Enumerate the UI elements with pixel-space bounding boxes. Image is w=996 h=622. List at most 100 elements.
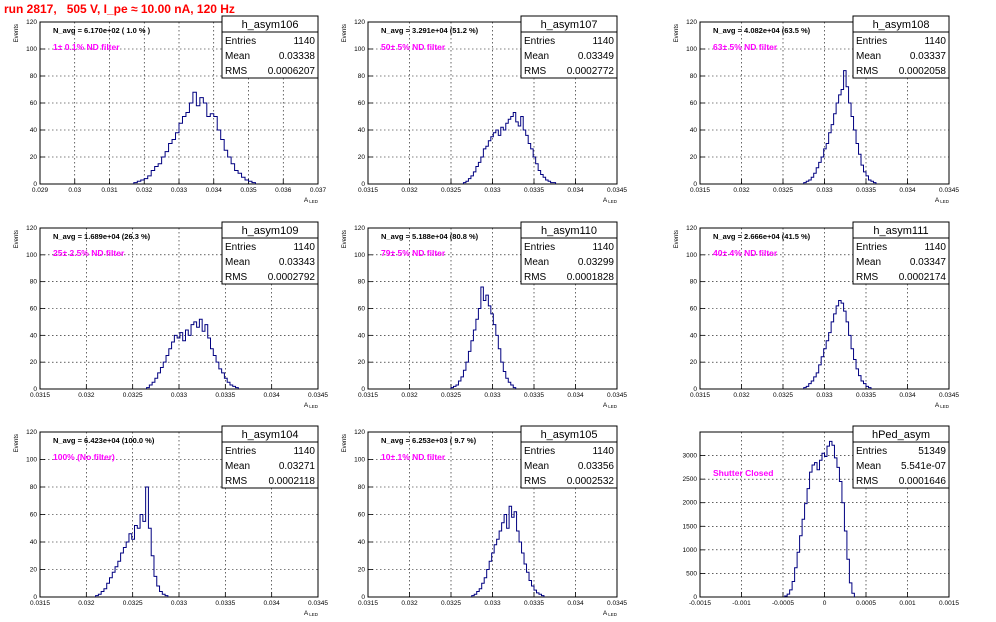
y-axis-title: Events — [342, 230, 348, 248]
stats-label: Mean — [856, 257, 881, 268]
x-tick-label: 0.0335 — [524, 187, 544, 194]
x-tick-label: 0.0015 — [939, 600, 959, 607]
y-tick-label: 500 — [686, 570, 697, 577]
histogram-line — [471, 505, 545, 597]
y-tick-label: 3000 — [683, 453, 698, 460]
stats-box — [852, 237, 950, 285]
stats-label: Mean — [524, 461, 549, 472]
y-tick-label: 100 — [354, 457, 365, 464]
y-tick-label: 0 — [693, 386, 697, 393]
stats-label: Entries — [524, 446, 555, 457]
histogram-panel-hPed_asym: -0.0015 -0.001 -0.0005 0 0.0005 0.001 0.0015 0 5… — [683, 425, 959, 607]
stats-value: 0.0001646 — [899, 476, 947, 487]
y-axis-title: Events — [674, 230, 680, 248]
stats-title: h_asym105 — [541, 429, 598, 441]
stats-value: 0.03271 — [279, 461, 316, 472]
histogram-panel-h_asym106: 0.029 0.03 0.031 0.032 0.033 0.034 0.035 0.036 0… — [14, 15, 327, 204]
navg-label: N_avg = 6.423e+04 (100.0 %) — [53, 436, 155, 445]
y-tick-label: 0 — [361, 386, 365, 393]
x-tick-label: 0.0325 — [441, 600, 461, 607]
x-tick-label: 0.029 — [32, 187, 49, 194]
y-tick-label: 60 — [358, 100, 366, 107]
x-tick-label: 0.033 — [816, 392, 833, 399]
x-axis-title-subscript: LED — [940, 199, 950, 204]
y-tick-label: 100 — [354, 252, 365, 259]
histogram-line — [146, 318, 239, 389]
x-tick-label: 0.0345 — [607, 187, 627, 194]
stats-value: 1140 — [293, 242, 315, 253]
stats-value: 1140 — [592, 242, 614, 253]
y-tick-label: 60 — [358, 512, 366, 519]
stats-label: RMS — [225, 66, 248, 77]
x-tick-label: 0.0315 — [358, 600, 378, 607]
stats-label: RMS — [225, 272, 248, 283]
x-tick-label: 0.032 — [733, 187, 750, 194]
stats-value: 0.0002174 — [899, 272, 947, 283]
stats-box — [520, 31, 618, 79]
y-tick-label: 1000 — [683, 547, 698, 554]
x-tick-label: 0.0315 — [358, 392, 378, 399]
y-tick-label: 0 — [361, 594, 365, 601]
x-axis-title: ALED — [603, 402, 618, 409]
y-tick-label: 120 — [354, 429, 365, 436]
x-tick-label: 0.0005 — [856, 600, 876, 607]
x-tick-label: 0.032 — [401, 187, 418, 194]
x-tick-label: 0.034 — [899, 392, 916, 399]
histogram-panel-h_asym108: 0.0315 0.032 0.0325 0.033 0.0335 0.034 0.0345 0… — [674, 15, 959, 204]
x-tick-label: 0.033 — [484, 392, 501, 399]
stats-label: RMS — [856, 66, 879, 77]
x-tick-label: 0.0335 — [215, 392, 235, 399]
stats-value: 0.0002532 — [567, 476, 615, 487]
stats-label: Entries — [225, 242, 256, 253]
stats-value: 0.0002772 — [567, 66, 615, 77]
filter-annotation: 50± 5% ND filter — [381, 42, 446, 52]
y-tick-label: 80 — [30, 73, 38, 80]
stats-box — [520, 237, 618, 285]
stats-title: h_asym104 — [242, 429, 299, 441]
x-tick-label: 0.034 — [567, 392, 584, 399]
stats-value: 1140 — [592, 446, 614, 457]
x-tick-label: 0.033 — [171, 187, 188, 194]
y-tick-label: 60 — [30, 100, 38, 107]
stats-value: 0.03338 — [279, 51, 316, 62]
y-tick-label: 60 — [30, 512, 38, 519]
x-tick-label: 0.0325 — [441, 187, 461, 194]
filter-annotation: 100% (No filter) — [53, 452, 115, 462]
y-tick-label: 40 — [358, 332, 366, 339]
stats-label: Entries — [856, 36, 887, 47]
navg-label: N_avg = 3.291e+04 (51.2 %) — [381, 26, 479, 35]
x-tick-label: 0.0325 — [773, 392, 793, 399]
stats-label: RMS — [524, 66, 547, 77]
x-tick-label: 0.036 — [275, 187, 292, 194]
x-tick-label: 0.033 — [816, 187, 833, 194]
x-tick-label: 0.032 — [136, 187, 153, 194]
y-axis-title: Events — [342, 24, 348, 42]
navg-label: N_avg = 2.666e+04 (41.5 %) — [713, 232, 811, 241]
x-tick-label: 0.032 — [733, 392, 750, 399]
y-tick-label: 2500 — [683, 476, 698, 483]
y-axis-title: Events — [674, 24, 680, 42]
x-tick-label: 0.0315 — [690, 392, 710, 399]
navg-label: N_avg = 6.170e+02 ( 1.0 % ) — [53, 26, 151, 35]
x-axis-title-subscript: LED — [309, 404, 319, 409]
y-tick-label: 60 — [358, 306, 366, 313]
stats-label: RMS — [856, 272, 879, 283]
filter-annotation: 10± 1% ND filter — [381, 452, 446, 462]
filter-annotation: 79± 5% ND filter — [381, 248, 446, 258]
histogram-panel-h_asym109: 0.0315 0.032 0.0325 0.033 0.0335 0.034 0.0345 0… — [14, 221, 328, 409]
stats-label: Mean — [856, 461, 881, 472]
stats-value: 1140 — [592, 36, 614, 47]
x-tick-label: 0.033 — [484, 600, 501, 607]
stats-title: h_asym111 — [873, 225, 928, 237]
x-tick-label: 0.0325 — [123, 600, 143, 607]
y-tick-label: 0 — [33, 386, 37, 393]
stats-value: 0.0001828 — [567, 272, 615, 283]
y-tick-label: 60 — [690, 100, 698, 107]
x-axis-title: ALED — [603, 197, 618, 204]
stats-value: 0.03349 — [578, 51, 615, 62]
navg-label: N_avg = 6.253e+03 ( 9.7 %) — [381, 436, 477, 445]
filter-annotation: Shutter Closed — [713, 468, 773, 478]
stats-label: Mean — [225, 51, 250, 62]
stats-value: 1140 — [924, 242, 946, 253]
